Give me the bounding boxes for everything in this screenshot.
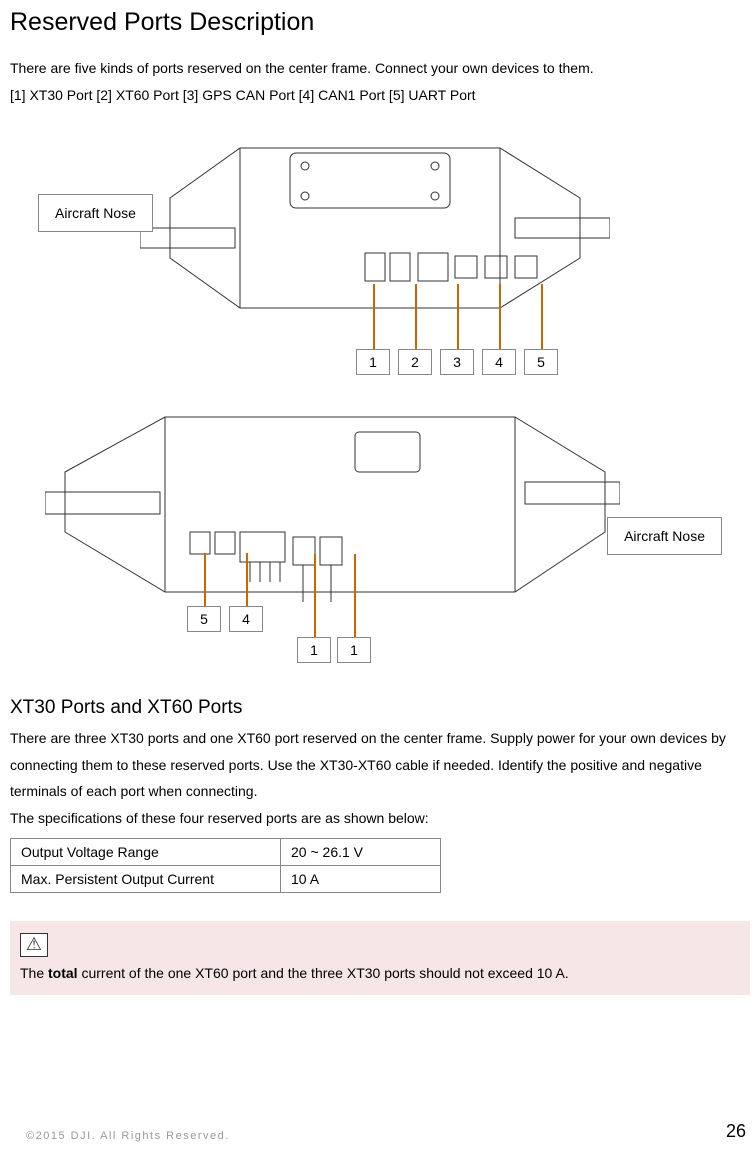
spec-label: Output Voltage Range (11, 838, 281, 865)
leader-line (246, 553, 248, 606)
table-row: Max. Persistent Output Current 10 A (11, 865, 441, 892)
spec-table: Output Voltage Range 20 ~ 26.1 V Max. Pe… (10, 838, 441, 893)
port-number-box: 1 (356, 349, 390, 375)
leader-line (314, 554, 316, 637)
leader-line (373, 284, 375, 349)
spec-label: Max. Persistent Output Current (11, 865, 281, 892)
port-number-box: 5 (524, 349, 558, 375)
diagram-top (140, 118, 610, 348)
section-body-xt30-xt60: There are three XT30 ports and one XT60 … (10, 725, 750, 805)
warning-post: current of the one XT60 port and the thr… (78, 965, 569, 981)
port-list: [1] XT30 Port [2] XT60 Port [3] GPS CAN … (10, 82, 750, 109)
port-number-box: 1 (337, 637, 371, 663)
leader-line (499, 284, 501, 349)
leader-line (204, 553, 206, 606)
port-number-box: 5 (187, 606, 221, 632)
port-number-box: 4 (482, 349, 516, 375)
section-heading-xt30-xt60: XT30 Ports and XT60 Ports (10, 697, 750, 719)
spec-value: 10 A (281, 865, 441, 892)
warning-text: The total current of the one XT60 port a… (20, 965, 740, 981)
warning-box: The total current of the one XT60 port a… (10, 921, 750, 995)
spec-intro: The specifications of these four reserve… (10, 805, 750, 832)
warning-bold: total (48, 965, 78, 981)
aircraft-nose-label-1: Aircraft Nose (38, 194, 153, 232)
diagram-area: Aircraft Nose 1 2 3 4 5 Aircraft Nose 5 … (10, 112, 740, 667)
port-number-box: 4 (229, 606, 263, 632)
aircraft-nose-label-2: Aircraft Nose (607, 517, 722, 555)
footer: ©2015 DJI. All Rights Reserved. 26 (26, 1121, 746, 1142)
warning-pre: The (20, 965, 48, 981)
spec-value: 20 ~ 26.1 V (281, 838, 441, 865)
page-title: Reserved Ports Description (10, 8, 750, 37)
page-number: 26 (726, 1121, 746, 1142)
warning-icon (20, 933, 48, 957)
copyright: ©2015 DJI. All Rights Reserved. (26, 1130, 230, 1142)
leader-line (354, 554, 356, 637)
port-number-box: 3 (440, 349, 474, 375)
port-number-box: 2 (398, 349, 432, 375)
leader-line (415, 284, 417, 349)
table-row: Output Voltage Range 20 ~ 26.1 V (11, 838, 441, 865)
intro-text: There are five kinds of ports reserved o… (10, 55, 750, 82)
port-number-box: 1 (297, 637, 331, 663)
leader-line (457, 284, 459, 349)
leader-line (541, 284, 543, 349)
diagram-bottom (45, 392, 620, 662)
